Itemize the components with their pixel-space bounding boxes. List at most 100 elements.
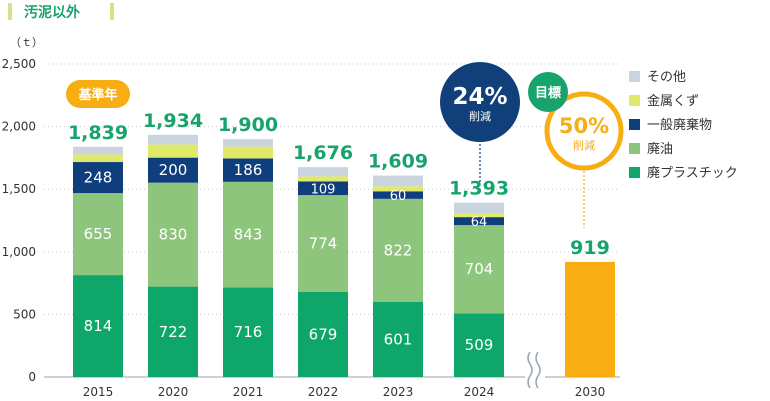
segment-label-plastic: 601 [384,330,413,348]
x-tick-label: 2015 [83,385,114,399]
target-badge: 50% 削減 目標 [528,72,624,228]
target-reduction-ring [544,91,624,171]
legend-swatch-plastic [629,167,640,178]
base-year-badge-label: 基準年 [77,87,117,103]
segment-label-general: 64 [471,215,488,230]
legend-swatch-general [629,119,640,130]
base-year-badge: 基準年 [66,80,130,108]
y-tick-label: 2,500 [2,57,36,71]
bar-segment-plastic [73,275,123,377]
legend-label-plastic: 廃プラスチック [647,165,738,181]
x-tick-label: 2030 [575,385,606,399]
bar-segment-other [454,202,504,214]
legend-swatch-metal [629,95,640,106]
bar-segment-metal [454,213,504,218]
bar-segment-other [298,167,348,177]
bar-segment-other [73,146,123,155]
bar-segment-plastic [373,301,423,377]
bar-segment-general [373,191,423,199]
segment-label-general: 248 [84,169,113,187]
total-label: 1,934 [143,110,203,132]
y-tick-label: 1,000 [2,245,36,259]
bar-segment-metal [73,154,123,163]
goal-circle [528,72,568,112]
header-right-accent [110,3,114,20]
y-tick-label: 0 [28,370,36,384]
x-tick-label: 2021 [233,385,264,399]
legend-swatch-other [629,71,640,82]
legend-swatch-oil [629,143,640,154]
bar-series [73,134,615,377]
axis-break [527,351,541,389]
chart-header: 汚泥以外 [8,3,114,21]
bar-segment-plastic [298,291,348,377]
segment-label-general: 109 [311,182,336,197]
segment-label-general: 60 [390,189,407,204]
target-reduction-label: 削減 [573,138,595,152]
reduction-2024-value: 24% [452,84,507,110]
total-label: 1,900 [218,114,278,136]
axis-break-line-1 [527,351,533,389]
target-bar [565,261,615,377]
x-tick-label: 2022 [308,385,339,399]
page-title: 汚泥以外 [24,4,80,21]
x-axis: 2015 2020 2021 2022 2023 2024 2030 [83,385,606,399]
bar-segment-plastic [454,313,504,377]
total-label: 1,839 [68,122,128,144]
reduction-2024-badge: 24% 削減 [440,62,520,184]
y-axis: 0 500 1,000 1,500 2,000 2,500 [2,57,620,384]
total-label: 1,393 [449,178,509,200]
bar-segment-metal [148,144,198,158]
legend-label-metal: 金属くず [647,93,699,109]
total-label: 1,609 [368,151,428,173]
segment-label-plastic: 679 [309,325,338,343]
x-tick-label: 2023 [383,385,414,399]
bar-segment-other [148,134,198,145]
base-year-badge-bg [66,80,130,108]
y-tick-label: 2,000 [2,120,36,134]
bar-segment-plastic [223,287,273,377]
total-labels: 1,839 1,934 1,900 1,676 1,609 1,393 919 [68,110,610,259]
bar-segment-general [223,158,273,182]
segment-label-plastic: 716 [234,323,263,341]
bar-segment-other [373,175,423,187]
bar-segment-general [454,217,504,226]
x-tick-label: 2024 [464,385,495,399]
bar-segment-metal [298,176,348,182]
bar-segment-oil [223,181,273,288]
segment-label-oil: 655 [84,225,113,243]
bar-segment-general [73,162,123,194]
segment-label-plastic: 722 [159,323,188,341]
bar-segment-plastic [148,286,198,377]
bar-segment-oil [454,225,504,314]
goal-label: 目標 [535,85,561,101]
segment-label-oil: 830 [159,226,188,244]
target-reduction-value: 50% [559,114,609,138]
segment-label-plastic: 509 [465,336,494,354]
y-tick-label: 500 [13,307,36,321]
segment-label-plastic: 814 [84,317,113,335]
bar-segment-general [148,157,198,183]
bar-segment-general [298,181,348,196]
bar-segment-oil [148,182,198,287]
y-axis-unit: （ｔ） [10,36,43,49]
header-left-accent [8,3,12,20]
bar-segment-metal [223,146,273,159]
segment-labels: 814 655 248 722 830 200 716 843 186 679 774 109 601 8… [84,161,494,354]
bar-segment-oil [373,198,423,302]
segment-label-general: 186 [234,161,263,179]
reduction-2024-label: 削減 [469,109,491,123]
segment-label-general: 200 [159,161,188,179]
bar-segment-oil [298,195,348,292]
bar-segment-oil [73,193,123,276]
bar-segment-other [223,139,273,147]
legend-label-oil: 廃油 [647,141,673,157]
bar-segment-metal [373,186,423,192]
target-total-label: 919 [570,237,610,259]
legend-label-other: その他 [647,70,686,85]
segment-label-oil: 704 [465,260,494,278]
reduction-2024-circle [440,62,520,142]
segment-label-oil: 774 [309,235,338,253]
